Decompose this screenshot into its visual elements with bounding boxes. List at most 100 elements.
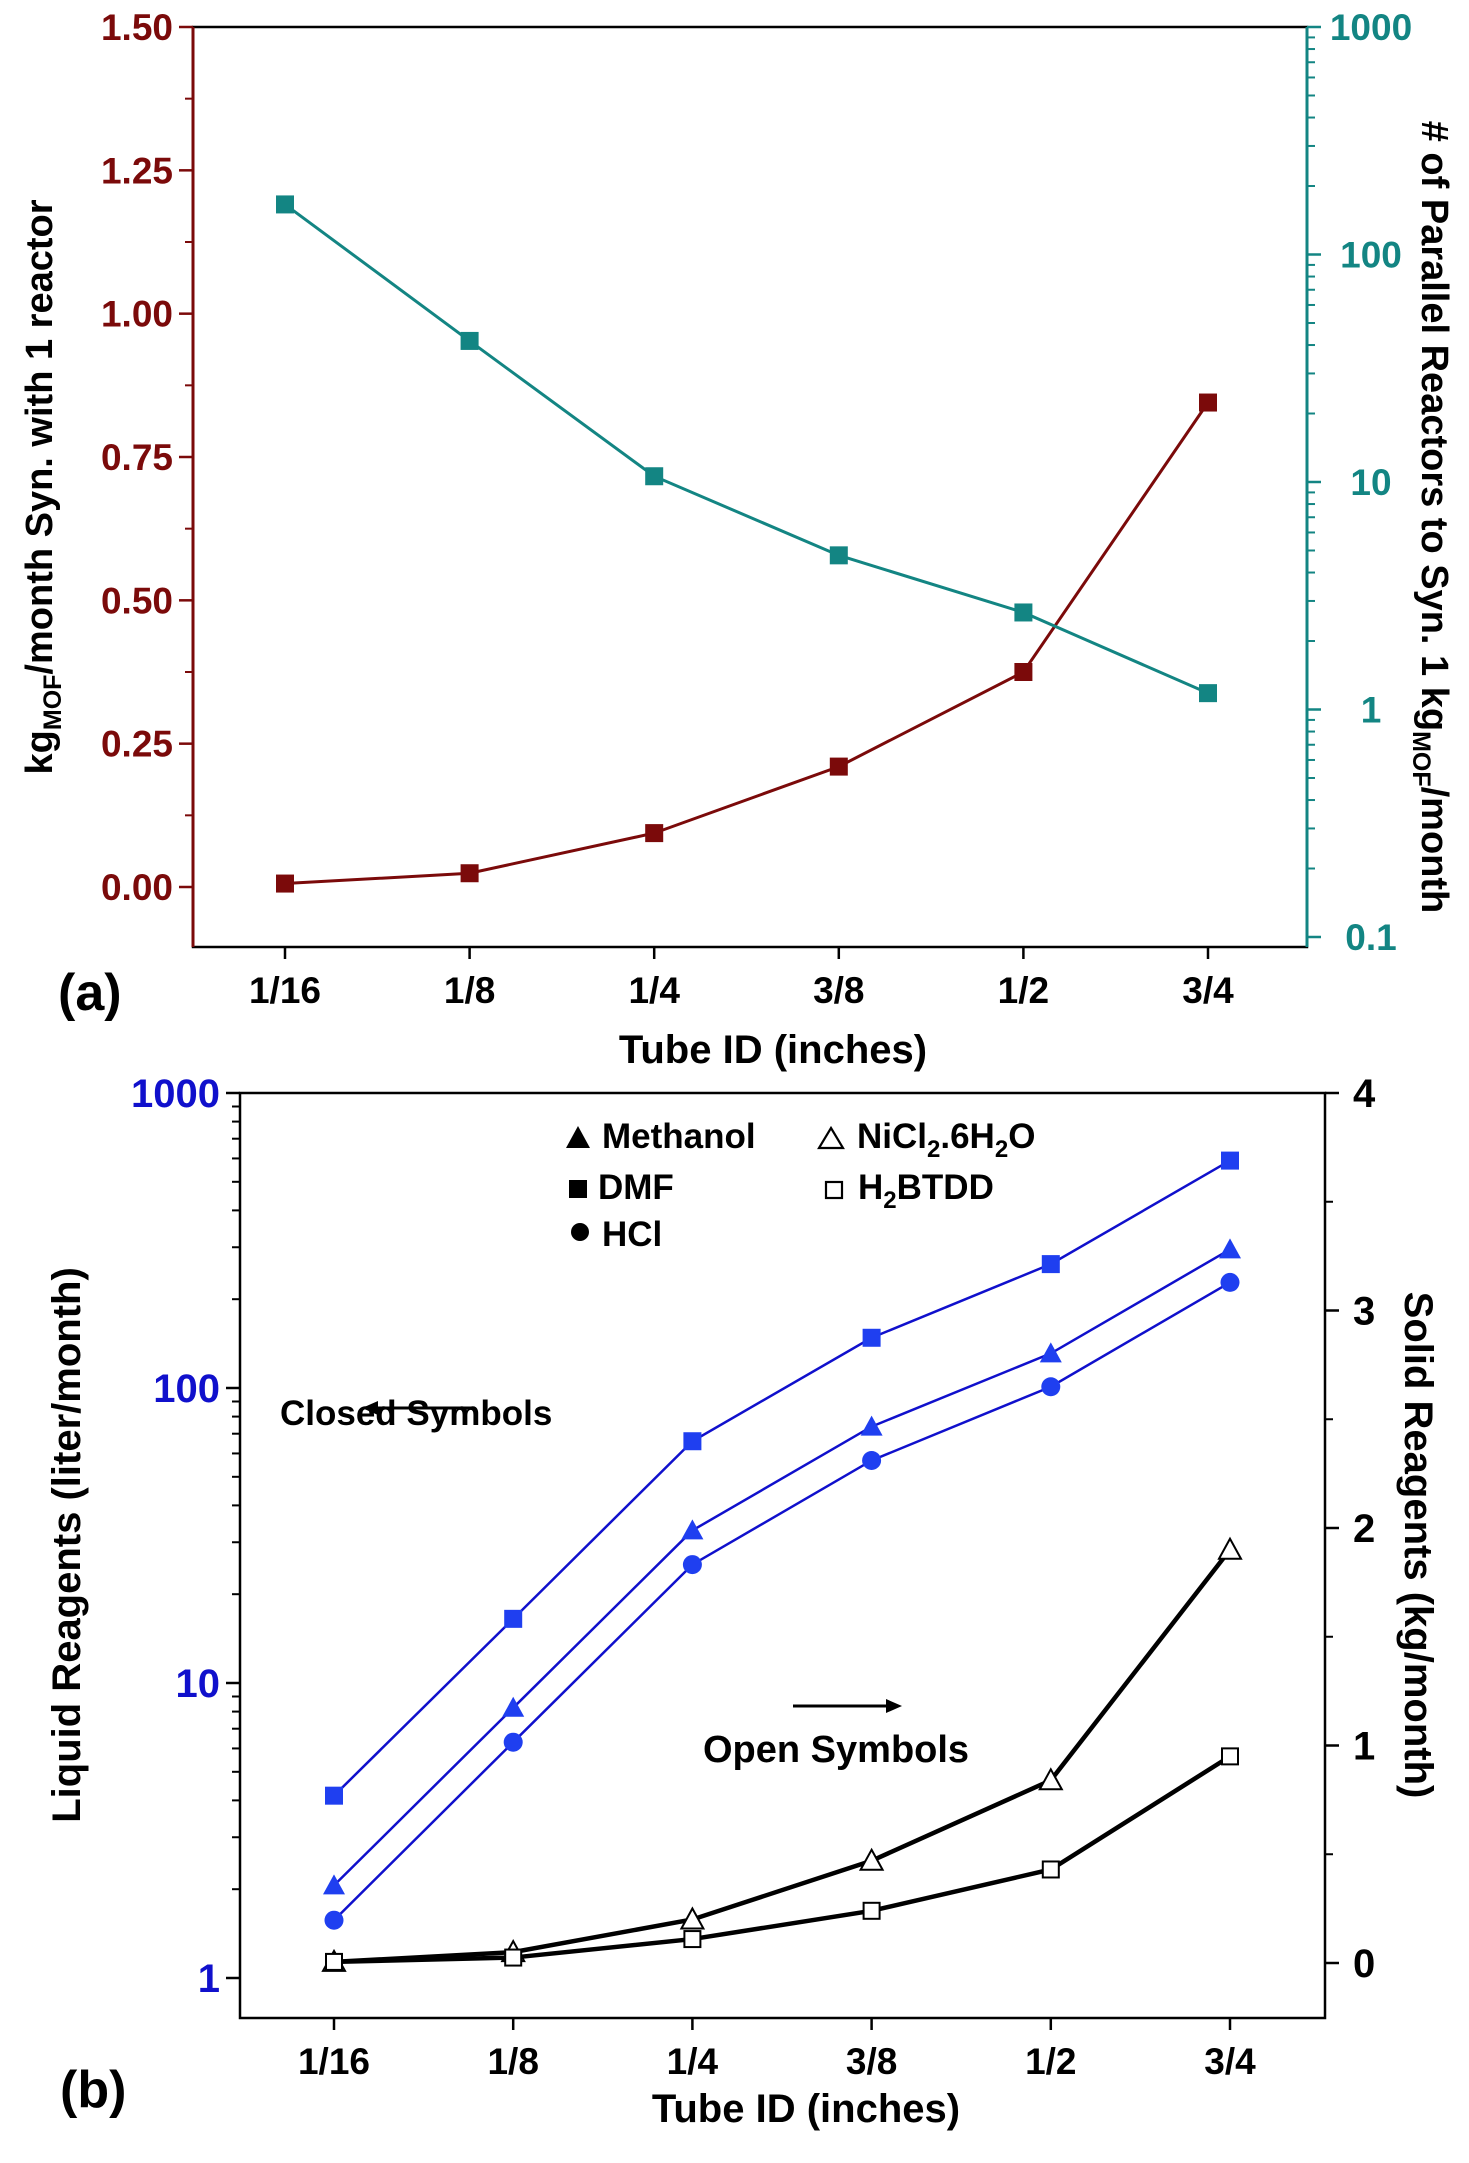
open-symbols-arrowhead: [886, 1699, 902, 1713]
panel-b-x-tick-label-1-16: 1/16: [298, 2041, 370, 2082]
legend-item-methanol: Methanol: [566, 1117, 756, 1156]
panel-b-x-tick-label-3-4: 3/4: [1204, 2041, 1256, 2082]
panel-a-right-y-tick-label: 10: [1350, 462, 1391, 503]
legend-item-dmf: DMF: [569, 1168, 674, 1207]
panel-b-x-tick-label-1-4: 1/4: [667, 2041, 719, 2082]
panel-b-left-y-ticks: 1 10 100 1000: [131, 1072, 240, 2001]
panel-b-series-h2btdd-point: [325, 1952, 343, 1971]
panel-b-legend: Methanol DMF HCl NiCl2.6H2O H2BTDD: [566, 1117, 1035, 1254]
panel-b-series-methanol-point: [1219, 1238, 1241, 1259]
panel-a-left-y-ticks: 0.00 0.25 0.50 0.75 1.00 1.25 1.50: [101, 7, 193, 908]
panel-a-right-y-tick-label: 100: [1340, 235, 1402, 276]
panel-b-right-y-tick-label: 2: [1353, 1507, 1375, 1551]
panel-b-plot-frame: [238, 1091, 1327, 2020]
legend-label-hcl: HCl: [602, 1215, 662, 1254]
panel-a-right-series-line: [284, 203, 1209, 695]
panel-a-left-series-point: [1199, 393, 1217, 412]
panel-b-label: (b): [60, 2061, 126, 2119]
panel-b-series-h2btdd-point: [1221, 1747, 1239, 1766]
panel-b-left-y-tick-label: 1: [198, 1957, 220, 2001]
panel-a-left-axis-title: kgMOF/month Syn. with 1 reactor: [19, 199, 67, 774]
panel-b-series-h2btdd-point: [504, 1948, 523, 1967]
panel-a-right-y-tick-label: 0.1: [1345, 917, 1396, 958]
panel-b-left-y-tick-label: 1000: [131, 1072, 220, 1116]
panel-a-x-tick-label-3-8: 3/8: [813, 970, 864, 1011]
panel-b-series-methanol-point: [323, 1874, 345, 1895]
panel-a-right-series-point: [1014, 603, 1033, 622]
panel-a-left-y-tick-label: 1.50: [101, 7, 173, 48]
panel-b-series-h2btdd-point: [862, 1901, 881, 1920]
panel-b-left-axis-title: Liquid Reagents (liter/month): [45, 1267, 89, 1823]
panel-b: 1/16 1/8 1/4 3/8 1/2 3/4 1 10 100 1000 0 1 2 3 4 Met…: [45, 1072, 1440, 2131]
panel-b-series-dmf-point: [325, 1786, 343, 1805]
panel-a-left-series-point: [645, 824, 664, 843]
panel-b-right-axis-title: Solid Reagents (kg/month): [1396, 1292, 1440, 1799]
panel-a-left-series-point: [276, 874, 294, 893]
panel-a-left-y-tick-label: 0.00: [101, 867, 173, 908]
closed-symbols-annotation: Closed Symbols: [280, 1394, 552, 1433]
panel-a-x-ticks: 1/16 1/8 1/4 3/8 1/2 3/4: [249, 947, 1234, 1011]
panel-b-series-nicl2-6h2o-point: [1217, 1536, 1243, 1560]
panel-b-series-dmf-point: [683, 1432, 702, 1451]
legend-marker-h2btdd: [824, 1180, 844, 1200]
panel-b-series-hcl-point: [682, 1555, 702, 1575]
legend-label-nicl2: NiCl2.6H2O: [857, 1117, 1035, 1163]
panel-b-series-methanol-point: [860, 1415, 883, 1436]
panel-a: 1/16 1/8 1/4 3/8 1/2 3/4 0.00 0.25 0.50 0.75 1.00…: [19, 7, 1455, 1072]
panel-b-series-hcl-point: [1041, 1377, 1061, 1397]
panel-a-right-series-point: [645, 467, 664, 486]
panel-a-x-tick-label-1-8: 1/8: [444, 970, 495, 1011]
panel-b-series-h2btdd-line: [333, 1754, 1232, 1965]
open-symbols-annotation: Open Symbols: [703, 1699, 969, 1771]
legend-marker-nicl2: [817, 1125, 845, 1150]
panel-b-left-y-tick-label: 10: [176, 1662, 221, 1706]
panel-a-x-tick-label-1-2: 1/2: [998, 970, 1049, 1011]
panel-a-x-axis-title: Tube ID (inches): [619, 1028, 927, 1072]
panel-a-right-y-tick-label: 1: [1361, 690, 1382, 731]
legend-label-methanol: Methanol: [602, 1117, 756, 1156]
panel-b-right-y-ticks: 0 1 2 3 4: [1325, 1072, 1376, 1986]
panel-a-plot-frame: [191, 25, 1309, 949]
legend-marker-methanol: [566, 1126, 590, 1148]
panel-a-left-y-tick-label: 0.25: [101, 724, 173, 765]
panel-b-x-tick-label-1-8: 1/8: [487, 2041, 538, 2082]
panel-b-series: [321, 1151, 1243, 1972]
panel-a-left-series-point: [1014, 663, 1033, 681]
panel-b-series-hcl-point: [1220, 1272, 1240, 1292]
legend-label-dmf: DMF: [598, 1168, 674, 1207]
panel-b-series-methanol-point: [681, 1519, 704, 1540]
panel-a-series: [276, 195, 1217, 893]
panel-a-left-series-point: [829, 757, 848, 776]
legend-item-hcl: HCl: [571, 1215, 662, 1254]
panel-b-series-methanol-point: [1039, 1342, 1062, 1363]
panel-b-series-h2btdd-point: [683, 1930, 702, 1949]
panel-b-x-ticks: 1/16 1/8 1/4 3/8 1/2 3/4: [298, 2018, 1256, 2082]
legend-item-h2btdd: H2BTDD: [824, 1168, 994, 1214]
panel-a-left-y-tick-label: 1.00: [101, 294, 173, 335]
panel-a-right-series-point: [829, 546, 848, 565]
panel-b-x-axis-title: Tube ID (inches): [652, 2087, 960, 2131]
panel-b-x-tick-label-1-2: 1/2: [1025, 2041, 1076, 2082]
panel-b-series-dmf-point: [504, 1609, 523, 1628]
panel-b-series-nicl2-6h2o-point: [1038, 1767, 1064, 1791]
panel-b-series-nicl2-6h2o-line: [333, 1548, 1232, 1965]
panel-b-series-hcl-point: [503, 1732, 523, 1752]
panel-b-x-tick-label-3-8: 3/8: [846, 2041, 897, 2082]
panel-a-right-series-point: [1199, 684, 1217, 703]
panel-b-series-hcl-point: [862, 1450, 882, 1470]
legend-label-h2btdd: H2BTDD: [858, 1168, 994, 1214]
panel-b-series-nicl2-6h2o-point: [679, 1906, 706, 1930]
panel-b-series-methanol-line: [333, 1248, 1231, 1887]
panel-b-series-dmf-line: [333, 1159, 1231, 1797]
panel-a-right-y-ticks: 0.1 1 10 100 1000: [1307, 7, 1412, 958]
panel-a-x-tick-label-3-4: 3/4: [1182, 970, 1234, 1011]
panel-a-right-series-point: [460, 331, 479, 350]
panel-a-right-axis-title: # of Parallel Reactors to Syn. 1 kgMOF/m…: [1407, 121, 1455, 914]
panel-a-right-y-tick-label: 1000: [1330, 7, 1412, 48]
legend-marker-dmf: [569, 1180, 587, 1198]
panel-b-right-y-tick-label: 0: [1353, 1942, 1375, 1986]
legend-marker-hcl: [571, 1223, 589, 1241]
panel-b-series-dmf-point: [1221, 1151, 1239, 1170]
panel-b-left-y-tick-label: 100: [153, 1367, 220, 1411]
